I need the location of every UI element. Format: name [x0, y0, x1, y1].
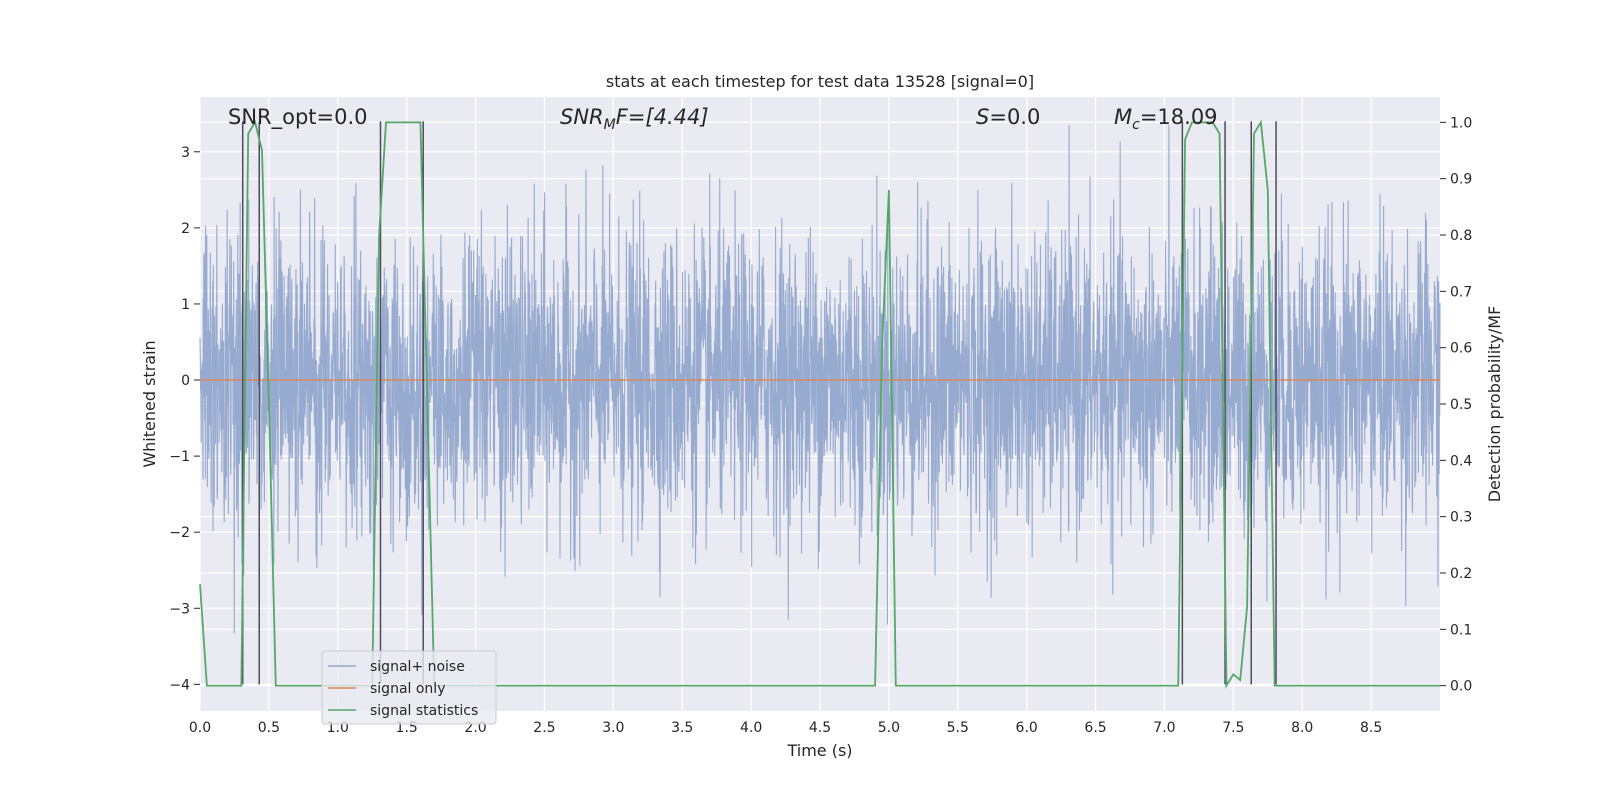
series-signal-plus-noise	[199, 125, 1441, 634]
noise-line	[199, 125, 1441, 634]
y-tick-6: −3	[169, 601, 190, 617]
y2-tick-8: 0.2	[1450, 566, 1472, 582]
y2-tick-7: 0.3	[1450, 510, 1472, 526]
x-tick-labels: 0.0 0.5 1.0 1.5 2.0 2.5 3.0 3.5 4.0 4.5 5.0 5.5 6.0 6…	[189, 720, 1382, 736]
y2-tick-10: 0.0	[1450, 679, 1472, 695]
x-tick-7: 3.5	[671, 720, 693, 736]
x-tick-10: 5.0	[878, 720, 900, 736]
legend-box	[321, 650, 497, 725]
y-tick-0: 3	[181, 145, 190, 161]
x-tick-16: 8.0	[1291, 720, 1313, 736]
annotation-mc-main: M	[1114, 105, 1132, 129]
y-axis-label: Whitened strain	[140, 340, 159, 467]
y2-tick-5: 0.5	[1450, 397, 1472, 413]
x-tick-5: 2.5	[533, 720, 555, 736]
annotation-snr-mf-rest-f: F=[4.44]	[616, 105, 709, 129]
annotation-snr-opt: SNR_opt=0.0	[228, 105, 368, 130]
annotation-snr-mf-sub: M	[604, 117, 616, 133]
x-tick-8: 4.0	[740, 720, 762, 736]
y-tick-1: 2	[181, 221, 190, 237]
annotation-mc-sub: c	[1132, 117, 1140, 133]
y2-tick-2: 0.8	[1450, 228, 1472, 244]
y-tick-4: −1	[169, 449, 190, 465]
chart-title: stats at each timestep for test data 135…	[606, 72, 1034, 91]
annotation-s: S=0.0	[976, 105, 1040, 129]
legend: signal+ noise signal only signal statist…	[321, 650, 497, 725]
x-tick-17: 8.5	[1360, 720, 1382, 736]
y-tick-labels: 3 2 1 0 −1 −2 −3 −4	[169, 145, 200, 693]
annotation-s-rest: =0.0	[989, 105, 1040, 129]
x-tick-0: 0.0	[189, 720, 211, 736]
legend-label-signal-plus-noise: signal+ noise	[370, 659, 465, 675]
y-tick-5: −2	[169, 525, 190, 541]
y2-tick-0: 1.0	[1450, 115, 1472, 131]
y2-tick-9: 0.1	[1450, 622, 1472, 638]
x-tick-12: 6.0	[1016, 720, 1038, 736]
legend-label-signal-statistics: signal statistics	[370, 703, 478, 719]
y2-tick-4: 0.6	[1450, 341, 1472, 357]
x-tick-1: 0.5	[258, 720, 280, 736]
y-tick-3: 0	[181, 373, 190, 389]
annotation-snr-mf-main: SNR	[560, 105, 604, 129]
x-tick-14: 7.0	[1153, 720, 1175, 736]
x-tick-13: 6.5	[1084, 720, 1106, 736]
y2-tick-6: 0.4	[1450, 453, 1472, 469]
annotation-mc-rest: =18.09	[1140, 105, 1218, 129]
y-tick-2: 1	[181, 297, 190, 313]
x-axis-label: Time (s)	[786, 741, 852, 760]
y2-tick-labels: 1.0 0.9 0.8 0.7 0.6 0.5 0.4 0.3 0.2 0.1 0.0	[1440, 115, 1472, 695]
legend-label-signal-only: signal only	[370, 681, 445, 697]
annotation-s-main: S	[976, 105, 989, 129]
y2-axis-label: Detection probability/MF	[1485, 306, 1504, 503]
y2-tick-3: 0.7	[1450, 284, 1472, 300]
y-tick-7: −4	[169, 677, 190, 693]
x-tick-15: 7.5	[1222, 720, 1244, 736]
annotation-snr-mf: SNRMF=[4.44]	[560, 105, 709, 133]
x-tick-6: 3.0	[602, 720, 624, 736]
y2-tick-1: 0.9	[1450, 172, 1472, 188]
x-tick-11: 5.5	[947, 720, 969, 736]
annotation-mc: Mc=18.09	[1114, 105, 1218, 133]
x-tick-9: 4.5	[809, 720, 831, 736]
